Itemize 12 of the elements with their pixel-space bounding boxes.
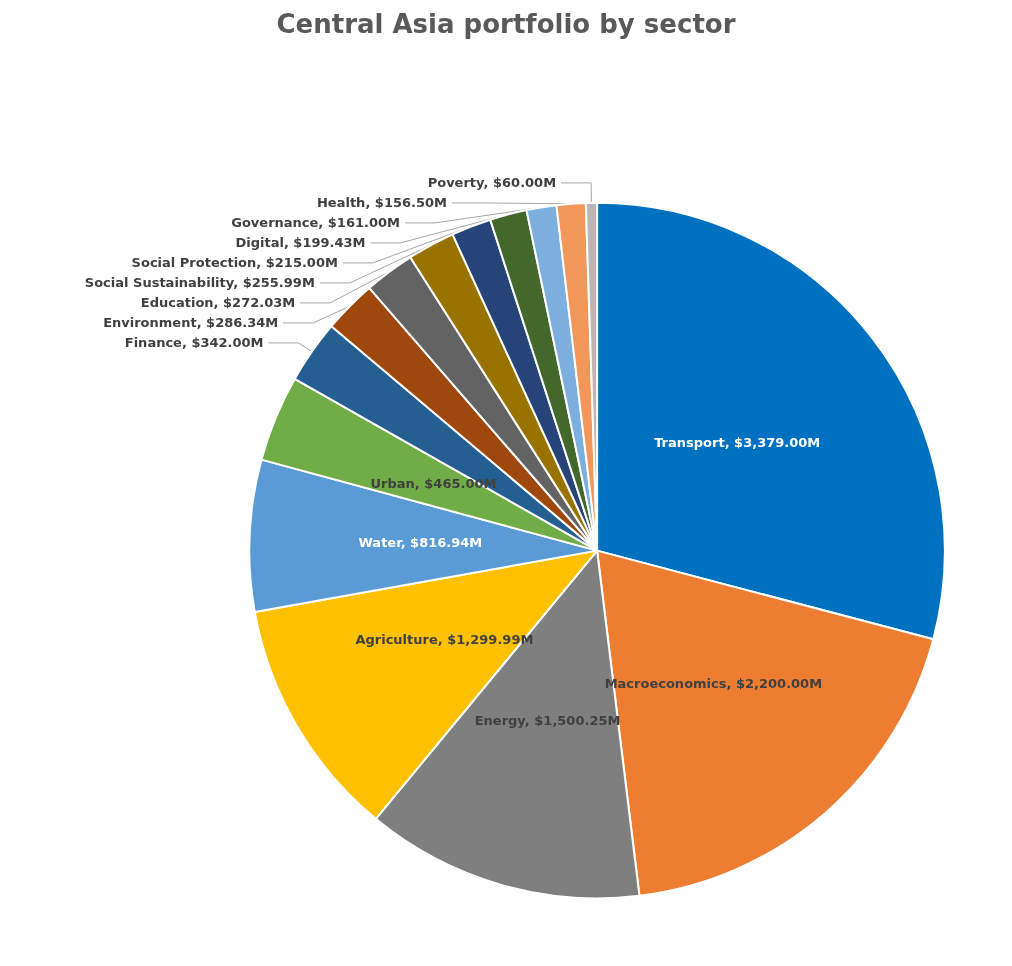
slice-label: Education, $272.03M — [140, 295, 296, 311]
slice-label: Transport, $3,379.00M — [654, 435, 821, 451]
slice-label: Social Protection, $215.00M — [131, 255, 338, 271]
slice-label: Social Sustainability, $255.99M — [84, 275, 315, 291]
slice-label: Poverty, $60.00M — [427, 175, 557, 191]
slice-label: Environment, $286.34M — [103, 315, 279, 331]
slice-label: Governance, $161.00M — [231, 215, 400, 231]
slice-label: Water, $816.94M — [358, 535, 483, 551]
chart-title: Central Asia portfolio by sector — [276, 9, 736, 39]
slice-label: Finance, $342.00M — [124, 335, 264, 351]
slice-label: Health, $156.50M — [316, 195, 447, 211]
slice-label: Digital, $199.43M — [235, 235, 366, 251]
